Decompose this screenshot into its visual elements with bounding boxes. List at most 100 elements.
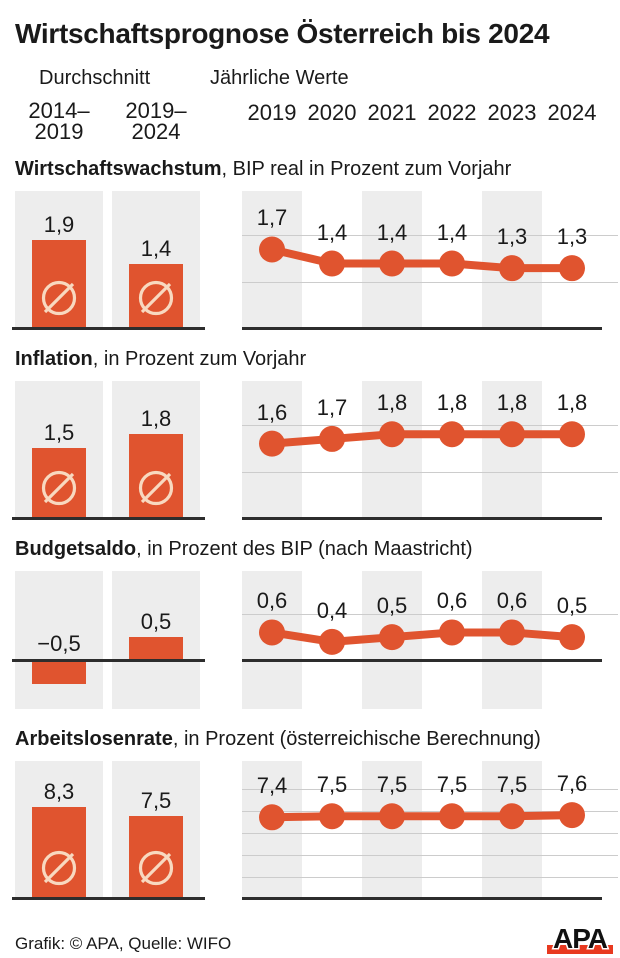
year-band — [362, 761, 422, 899]
avg-bar — [32, 448, 86, 519]
year-band — [482, 381, 542, 519]
point-value-label: 1,8 — [496, 390, 528, 416]
section-wirtschaftswachstum: Wirtschaftswachstum, BIP real in Prozent… — [12, 158, 618, 330]
avg-bar — [129, 263, 183, 329]
year-label: 2024 — [547, 100, 597, 125]
data-point — [259, 804, 285, 831]
average-icon-slash — [140, 472, 172, 504]
year-band — [482, 761, 542, 899]
bar-value-label: 8,3 — [43, 779, 75, 805]
point-value-label: 7,5 — [496, 772, 528, 798]
gridline — [242, 235, 618, 237]
point-value-label: 1,8 — [556, 390, 588, 416]
average-column-header: Durchschnitt — [39, 67, 151, 89]
years-header-row: 2019 2020 2021 2022 2023 2024 — [242, 100, 602, 126]
avg-bar-panel — [15, 381, 103, 519]
point-value-label: 0,6 — [256, 588, 288, 614]
section-chart-row: 1,5 1,8 1,6 1,7 1,8 1,8 1,8 1,8 — [12, 381, 618, 520]
line-axis-line — [242, 517, 602, 520]
avg-bar — [129, 637, 183, 661]
average-icon-circle — [138, 280, 174, 316]
bar-value-label: 1,5 — [43, 420, 75, 446]
section-chart-row: 1,9 1,4 1,7 1,4 1,4 1,4 1,3 1,3 — [12, 191, 618, 330]
average-bar-chart: 1,9 1,4 — [12, 191, 205, 330]
avg-bar-panel — [112, 381, 200, 519]
trend-line-path — [271, 245, 572, 273]
gridline — [242, 424, 618, 426]
point-value-label: 0,4 — [316, 597, 348, 623]
trend-line — [259, 421, 585, 457]
avg-bar — [32, 660, 86, 685]
point-value-label: 0,6 — [496, 588, 528, 614]
point-value-label: 0,5 — [556, 593, 588, 619]
average-range-2-line2: 2024 — [131, 119, 181, 144]
data-point — [379, 250, 405, 277]
average-icon-slash — [140, 852, 172, 884]
average-icon-circle — [138, 470, 174, 506]
apa-logo-text: APA — [553, 923, 608, 954]
data-point — [559, 421, 585, 448]
source-credit: Grafik: © APA, Quelle: WIFO — [15, 934, 232, 953]
line-axis-line — [242, 658, 602, 662]
point-value-label: 1,8 — [376, 390, 408, 416]
average-icon-slash — [43, 472, 75, 504]
data-point — [379, 624, 405, 651]
line-axis-line — [242, 897, 602, 900]
point-value-label: 1,6 — [256, 399, 288, 425]
yearly-line-chart: 1,7 1,4 1,4 1,4 1,3 1,3 — [242, 191, 618, 330]
section-heading-term: Inflation — [15, 348, 93, 370]
data-point — [319, 803, 345, 830]
point-value-label: 1,4 — [376, 219, 408, 245]
trend-line — [259, 619, 585, 655]
average-icon — [138, 850, 174, 886]
average-range-2-line1: 2019– — [125, 98, 187, 123]
gridline — [242, 788, 618, 790]
data-point — [499, 421, 525, 448]
average-range-1-line1: 2014– — [28, 98, 90, 123]
gridline — [242, 810, 618, 812]
section-budgetsaldo: Budgetsaldo, in Prozent des BIP (nach Ma… — [12, 538, 618, 709]
data-point — [499, 619, 525, 646]
bar-value-label: 1,9 — [43, 212, 75, 238]
bar-value-label: −0,5 — [37, 630, 81, 656]
average-icon-circle — [41, 470, 77, 506]
point-value-label: 1,4 — [436, 219, 468, 245]
data-point — [439, 421, 465, 448]
data-point — [319, 425, 345, 452]
point-value-label: 1,7 — [256, 205, 288, 231]
section-heading-term: Budgetsaldo — [15, 538, 137, 560]
avg-bar-panel — [15, 571, 103, 709]
apa-logo-bar — [547, 945, 613, 954]
avg-bar — [32, 240, 86, 329]
avg-bar — [129, 816, 183, 899]
average-bar-chart: 1,5 1,8 — [12, 381, 205, 520]
data-point — [439, 250, 465, 277]
point-value-label: 0,5 — [376, 593, 408, 619]
data-point — [259, 430, 285, 457]
average-icon-circle — [41, 280, 77, 316]
average-icon-circle — [41, 850, 77, 886]
sections: Wirtschaftswachstum, BIP real in Prozent… — [12, 158, 618, 918]
yearly-column-header: Jährliche Werte — [210, 67, 349, 89]
avg-bar — [129, 434, 183, 519]
average-icon-circle — [138, 850, 174, 886]
data-point — [559, 802, 585, 829]
point-value-label: 1,3 — [556, 224, 588, 250]
point-value-label: 1,4 — [316, 219, 348, 245]
average-icon — [41, 470, 77, 506]
point-value-label: 7,6 — [556, 771, 588, 797]
gridline — [242, 832, 618, 834]
section-heading-subtitle: , in Prozent zum Vorjahr — [92, 348, 307, 370]
data-point — [259, 619, 285, 646]
year-label: 2020 — [307, 100, 357, 125]
trend-line-path — [271, 628, 573, 646]
point-value-label: 0,6 — [436, 588, 468, 614]
data-point — [499, 803, 525, 830]
gridline — [242, 854, 618, 856]
year-label: 2022 — [427, 100, 477, 125]
year-label: 2021 — [367, 100, 417, 125]
average-icon-slash — [43, 852, 75, 884]
section-heading-term: Wirtschaftswachstum — [15, 158, 222, 180]
point-value-label: 7,4 — [256, 773, 288, 799]
